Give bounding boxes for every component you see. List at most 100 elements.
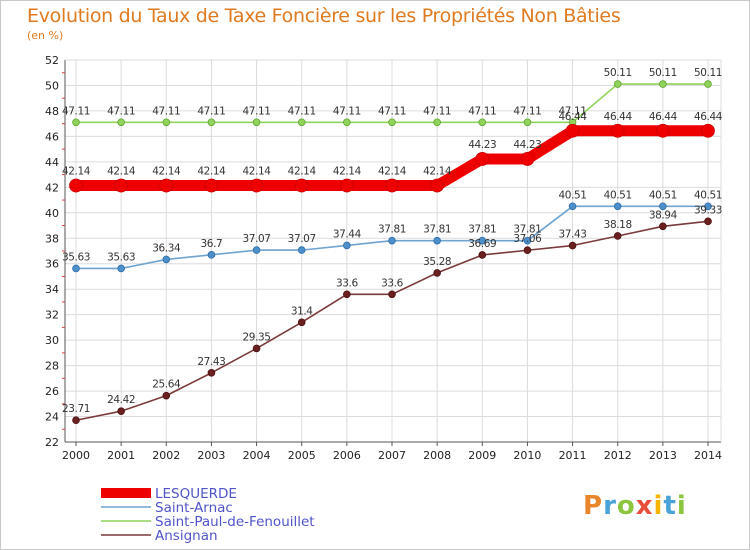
data-labels-layer: 47.11 47.11 47.11 47.11 47.11 47.11 47.11 47.11…	[62, 67, 723, 415]
data-label: 42.14	[423, 166, 452, 178]
data-label: 24.42	[107, 394, 135, 406]
data-point	[72, 416, 80, 425]
data-label: 38.18	[604, 219, 632, 231]
x-tick-label: 2012	[604, 449, 632, 462]
data-point	[207, 251, 216, 259]
series-saint-paul-de-fenouillet	[72, 80, 712, 127]
data-point	[659, 80, 667, 88]
data-label: 47.11	[423, 105, 451, 117]
y-tick-label: 32	[45, 309, 59, 322]
data-label: 46.44	[604, 111, 633, 123]
data-point	[478, 118, 487, 127]
data-point	[610, 123, 625, 138]
data-label: 46.44	[649, 111, 678, 123]
data-label: 40.51	[559, 189, 587, 201]
data-point	[297, 318, 306, 327]
legend-label: Saint-Paul-de-Fenouillet	[155, 514, 315, 530]
data-point	[613, 232, 622, 240]
y-tick-label: 44	[45, 156, 59, 169]
data-label: 46.44	[694, 111, 723, 123]
chart-title: Evolution du Taux de Taxe Foncière sur l…	[27, 5, 621, 27]
x-tick-label: 2007	[378, 449, 406, 462]
y-tick-label: 42	[45, 181, 59, 194]
data-label: 36.7	[201, 238, 223, 250]
data-point	[433, 118, 441, 127]
data-point	[162, 255, 171, 264]
data-point	[294, 178, 309, 193]
data-label: 42.14	[107, 166, 136, 178]
data-point	[388, 236, 396, 245]
data-point	[704, 217, 712, 226]
axes	[62, 59, 722, 446]
data-label: 42.14	[378, 166, 407, 178]
y-tick-label: 50	[45, 79, 59, 92]
x-tick-label: 2013	[649, 449, 677, 462]
data-point	[523, 118, 532, 127]
data-point	[343, 290, 351, 299]
data-point	[297, 118, 306, 127]
data-point	[433, 269, 441, 277]
x-tick-label: 2014	[694, 449, 722, 462]
data-point	[701, 123, 715, 138]
data-point	[207, 369, 216, 377]
data-point	[659, 202, 667, 211]
y-tick-label: 22	[45, 436, 59, 449]
x-tick-label: 2008	[423, 449, 451, 462]
data-label: 27.43	[197, 356, 225, 368]
series-layer	[69, 80, 715, 425]
data-point	[704, 202, 712, 211]
data-point	[114, 178, 129, 193]
data-point	[613, 80, 622, 88]
x-tick-label: 2005	[288, 449, 316, 462]
data-label: 47.11	[62, 105, 90, 117]
data-label: 38.94	[649, 209, 678, 221]
data-label: 50.11	[694, 67, 722, 79]
logo-letter: x	[635, 491, 654, 521]
logo-letter: i	[653, 491, 664, 521]
x-tick-label: 2002	[152, 449, 180, 462]
data-label: 47.11	[513, 105, 541, 117]
data-label: 42.14	[62, 166, 91, 178]
data-label: 39.33	[694, 204, 722, 216]
data-label: 37.81	[378, 224, 406, 236]
data-point	[478, 251, 487, 259]
legend-label: Saint-Arnac	[155, 500, 233, 516]
legend-label: Ansignan	[155, 528, 218, 544]
x-tick-label: 2011	[559, 449, 587, 462]
data-point	[252, 118, 261, 127]
y-tick-label: 30	[45, 334, 59, 347]
data-label: 35.28	[423, 256, 451, 268]
x-axis-ticks: 2000 2001 2002 2003 2004 2005 2006 2007 2008 2009…	[62, 449, 722, 462]
data-point	[252, 246, 261, 254]
y-tick-label: 36	[45, 258, 59, 271]
data-label: 36.34	[152, 242, 181, 254]
chart-unit-label: (en %)	[27, 29, 64, 42]
data-label: 42.14	[243, 166, 272, 178]
data-point	[385, 178, 399, 193]
data-label: 40.51	[604, 189, 632, 201]
data-point	[478, 236, 487, 245]
logo-letter: P	[583, 491, 604, 521]
data-point	[204, 178, 219, 193]
data-label: 42.14	[197, 166, 226, 178]
data-label: 42.14	[152, 166, 181, 178]
data-point	[343, 241, 351, 250]
y-tick-label: 38	[45, 232, 59, 245]
legend: LESQUERDESaint-ArnacSaint-Paul-de-Fenoui…	[101, 486, 315, 544]
data-point	[475, 152, 490, 166]
data-point	[388, 290, 396, 299]
data-point	[343, 118, 351, 127]
data-point	[69, 178, 83, 193]
data-label: 47.11	[288, 105, 316, 117]
y-tick-label: 52	[45, 54, 59, 67]
data-point	[659, 222, 667, 231]
logo-letter: o	[616, 491, 636, 521]
data-label: 47.11	[152, 105, 180, 117]
data-label: 35.63	[62, 251, 90, 263]
data-label: 37.07	[288, 233, 316, 245]
data-point	[568, 241, 577, 250]
x-tick-label: 2003	[197, 449, 225, 462]
data-label: 47.11	[107, 105, 135, 117]
